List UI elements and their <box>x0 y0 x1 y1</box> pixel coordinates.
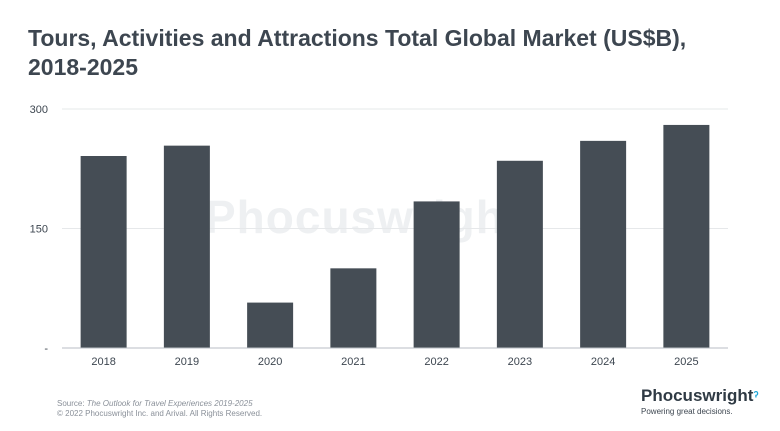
chart-title-line1: Tours, Activities and Attractions Total … <box>28 25 687 51</box>
x-tick-label: 2023 <box>508 356 532 368</box>
bar-layer <box>80 124 710 348</box>
brand-name: Phocuswright <box>641 386 754 405</box>
bar-2023 <box>496 160 543 348</box>
watermark: Phocuswright <box>205 191 522 243</box>
x-tick-label: 2018 <box>91 356 115 368</box>
y-tick-label: 150 <box>30 224 48 236</box>
source-note: Source: The Outlook for Travel Experienc… <box>57 399 262 419</box>
bar-2022 <box>413 201 460 348</box>
x-tick-label: 2024 <box>591 356 615 368</box>
bar-2025 <box>663 124 710 348</box>
brand-logo: Phocuswrightˀ Powering great decisions. <box>641 386 771 416</box>
bar-2018 <box>80 156 127 348</box>
chart-title: Tours, Activities and Attractions Total … <box>28 24 768 82</box>
grid-layer <box>62 108 728 229</box>
x-tick-label: 2025 <box>674 356 698 368</box>
x-tick-label: 2020 <box>258 356 282 368</box>
x-tick-label: 2021 <box>341 356 365 368</box>
bar-2019 <box>163 145 210 348</box>
bar-2021 <box>330 268 377 348</box>
x-tick-labels: 2018 2019 2020 2021 2022 2023 2024 2025 <box>91 356 698 368</box>
bar-2020 <box>247 302 294 348</box>
copyright-text: © 2022 Phocuswright Inc. and Arival. All… <box>57 409 263 418</box>
source-prefix: Source: <box>57 399 87 408</box>
y-tick-label: - <box>44 343 48 355</box>
y-tick-label: 300 <box>30 104 48 116</box>
x-tick-label: 2019 <box>175 356 199 368</box>
brand-mark-icon: ˀ <box>753 388 759 404</box>
brand-tagline: Powering great decisions. <box>641 407 733 416</box>
chart-title-line2: 2018-2025 <box>28 54 138 80</box>
bar-2024 <box>580 140 627 348</box>
x-tick-label: 2022 <box>424 356 448 368</box>
y-tick-labels: - 150 300 <box>30 104 49 355</box>
source-title: The Outlook for Travel Experiences 2019-… <box>86 399 253 408</box>
